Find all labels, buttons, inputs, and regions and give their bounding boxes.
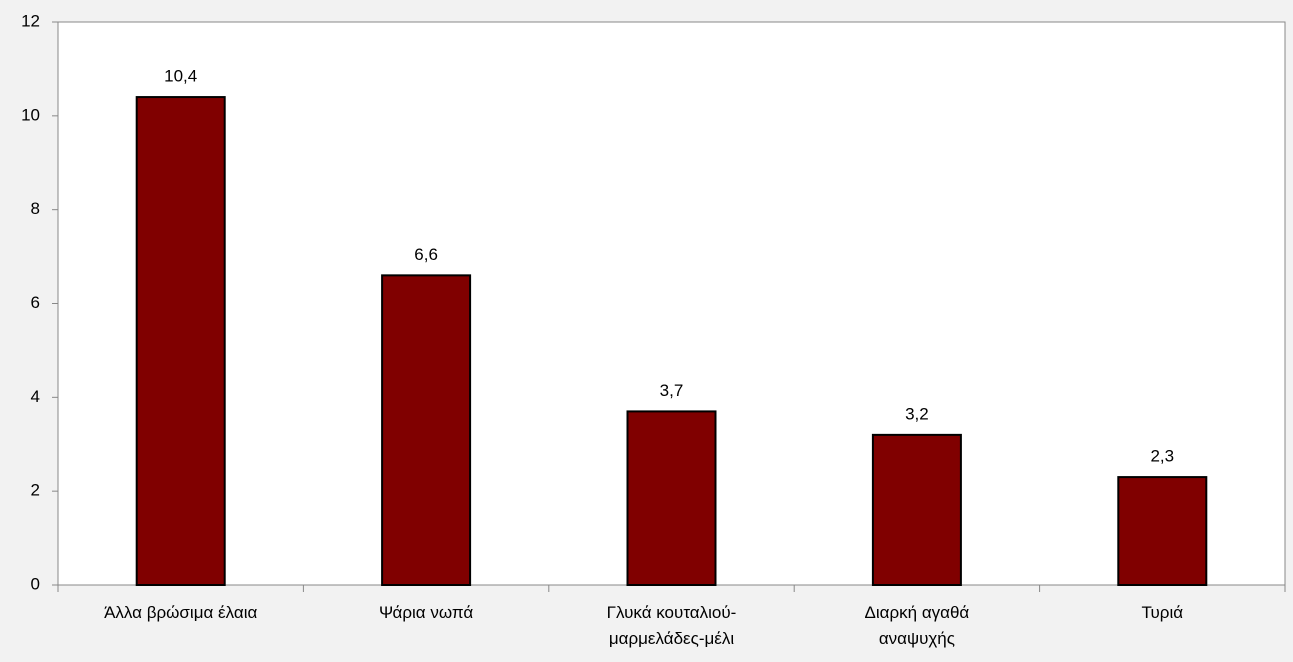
x-tick-label: Διαρκή αγαθά αναψυχής bbox=[864, 603, 970, 648]
data-label: 3,2 bbox=[905, 404, 929, 423]
y-tick-label: 4 bbox=[31, 387, 40, 406]
x-tick-label: Γλυκά κουταλιού- μαρμελάδες-μέλι bbox=[606, 603, 737, 648]
bar bbox=[626, 410, 717, 586]
x-tick-label: Άλλα βρώσιμα έλαια bbox=[104, 603, 258, 622]
y-tick-label: 6 bbox=[31, 293, 40, 312]
y-tick-label: 8 bbox=[31, 199, 40, 218]
data-label: 2,3 bbox=[1150, 447, 1174, 466]
y-tick-label: 0 bbox=[31, 574, 40, 593]
bar bbox=[1117, 476, 1208, 587]
y-tick-label: 10 bbox=[21, 105, 40, 124]
y-tick-label: 12 bbox=[21, 11, 40, 30]
data-label: 3,7 bbox=[660, 381, 684, 400]
y-tick-label: 2 bbox=[31, 481, 40, 500]
bar bbox=[381, 274, 472, 586]
x-tick-label: Ψάρια νωπά bbox=[378, 603, 474, 622]
data-label: 6,6 bbox=[414, 245, 438, 264]
bar bbox=[871, 433, 962, 586]
data-label: 10,4 bbox=[164, 67, 197, 86]
x-tick-label: Τυριά bbox=[1141, 603, 1184, 622]
bar bbox=[135, 96, 226, 586]
